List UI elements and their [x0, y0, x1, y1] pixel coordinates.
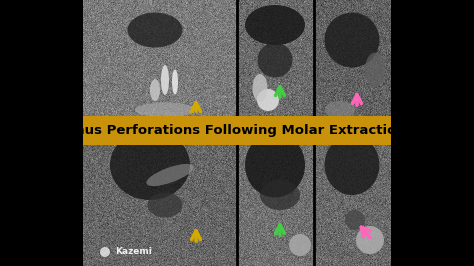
Ellipse shape — [253, 74, 267, 102]
Bar — [391, 0, 474, 266]
Bar — [83, 116, 391, 145]
Ellipse shape — [289, 234, 311, 256]
Ellipse shape — [345, 210, 365, 230]
Ellipse shape — [128, 13, 182, 48]
Ellipse shape — [356, 226, 384, 254]
Circle shape — [100, 247, 110, 257]
Ellipse shape — [110, 130, 190, 200]
Ellipse shape — [150, 79, 160, 101]
Ellipse shape — [257, 43, 292, 77]
Ellipse shape — [135, 102, 195, 118]
Ellipse shape — [245, 5, 305, 45]
Ellipse shape — [257, 89, 279, 111]
Ellipse shape — [325, 13, 380, 68]
Ellipse shape — [146, 164, 194, 186]
Ellipse shape — [260, 180, 300, 210]
Ellipse shape — [161, 65, 169, 95]
Ellipse shape — [245, 132, 305, 197]
Ellipse shape — [365, 52, 385, 88]
Ellipse shape — [325, 135, 380, 195]
Text: Kazemi: Kazemi — [115, 247, 152, 256]
Bar — [0, 0, 83, 266]
Ellipse shape — [172, 69, 178, 94]
Ellipse shape — [147, 193, 182, 218]
Text: Sinus Perforations Following Molar Extractions: Sinus Perforations Following Molar Extra… — [61, 124, 413, 137]
Ellipse shape — [325, 101, 355, 119]
